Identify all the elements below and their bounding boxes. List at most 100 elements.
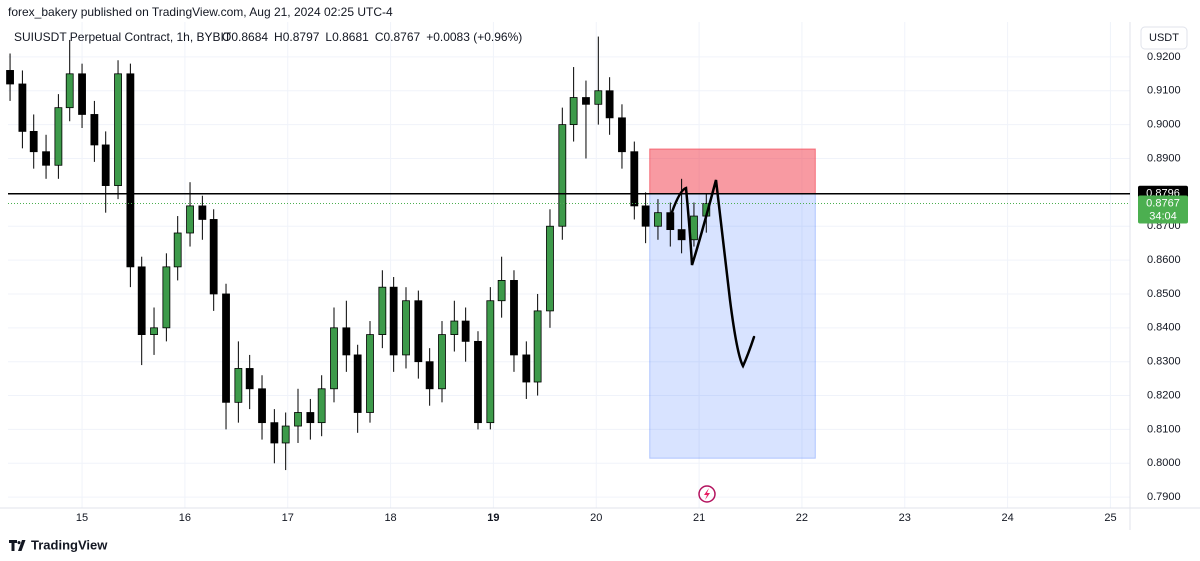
candle-body (294, 412, 302, 427)
y-tick-label: 0.9200 (1147, 51, 1181, 63)
brand-logo (9, 540, 26, 551)
candle-body (605, 90, 614, 119)
x-tick-label: 25 (1104, 512, 1116, 524)
candle-body (677, 229, 686, 241)
currency-label: USDT (1149, 32, 1179, 44)
candle-body (198, 205, 207, 220)
y-tick-label: 0.8000 (1147, 457, 1181, 469)
candle-body (137, 266, 146, 335)
candle-body (558, 124, 567, 227)
x-tick-label: 24 (1001, 512, 1013, 524)
price-tag (1138, 195, 1188, 224)
candle-body (522, 354, 531, 383)
y-tick-label: 0.8900 (1147, 152, 1181, 164)
brand: TradingView (31, 537, 108, 552)
candle-body (378, 286, 387, 335)
candle-body (90, 114, 99, 146)
candle-body (281, 425, 290, 444)
candle-body (114, 73, 122, 186)
candle-body (438, 334, 446, 390)
candle-body (78, 73, 86, 115)
y-tick-label: 0.8400 (1147, 322, 1181, 334)
x-tick-label: 18 (384, 512, 396, 524)
legend-value: +0.0083 (+0.96%) (426, 30, 522, 44)
candle-body (582, 97, 590, 105)
x-tick-label: 20 (590, 512, 602, 524)
candle-body (65, 73, 74, 109)
candle-body (569, 97, 578, 126)
stop-zone (649, 148, 816, 195)
candle-body (234, 368, 243, 403)
candle-body (450, 320, 459, 335)
candle-body (594, 90, 603, 105)
candle-body (353, 354, 362, 413)
x-tick-label: 23 (899, 512, 911, 524)
candle-body (533, 310, 542, 383)
candle-body (101, 144, 110, 186)
candle-body (258, 388, 266, 424)
hand-drawing (670, 179, 756, 369)
currency-button[interactable] (1140, 26, 1188, 50)
candle-body (474, 340, 482, 424)
candle-body (6, 70, 14, 85)
candle-body (270, 422, 279, 444)
header: forex_bakery published on TradingView.co… (8, 5, 393, 19)
candle-body (306, 412, 315, 424)
candle-body (42, 151, 50, 166)
candle-body (510, 280, 518, 356)
x-tick-label: 19 (487, 512, 499, 524)
candle-body (342, 327, 351, 356)
candle-body (317, 388, 326, 424)
candle-body (690, 215, 698, 241)
legend-value: O0.8684 (222, 30, 268, 44)
lightning-icon (698, 485, 716, 503)
candle-body (497, 280, 506, 302)
candle-body (461, 320, 470, 342)
y-tick-label: 0.7900 (1147, 491, 1181, 503)
candle-body (186, 205, 194, 234)
legend-value: L0.8681 (325, 30, 369, 44)
x-tick-label: 15 (76, 512, 88, 524)
x-tick-label: 21 (693, 512, 705, 524)
candle-body (425, 361, 434, 390)
candle-body (54, 107, 63, 166)
candle-body (414, 300, 423, 363)
x-tick-label: 17 (282, 512, 294, 524)
legend-value: H0.8797 (274, 30, 320, 44)
candle-body (654, 212, 662, 227)
candle-body (389, 286, 398, 356)
candle-body (366, 334, 374, 413)
candle-body (173, 232, 182, 268)
y-tick-label: 0.8600 (1147, 254, 1181, 266)
candle-body (546, 225, 554, 312)
price-tag-label: 0.8767 (1146, 197, 1180, 209)
x-tick-label: 22 (796, 512, 808, 524)
candle-body (150, 327, 158, 335)
candle-body (29, 130, 38, 153)
y-tick-label: 0.8200 (1147, 389, 1181, 401)
candle-body (209, 219, 218, 295)
countdown: 34:04 (1149, 210, 1177, 222)
candle-body (641, 205, 650, 227)
candle-body (126, 73, 135, 268)
ohlc-legend: O0.8684 H0.8797 L0.8681 C0.8767 +0.0083 (+0.… (222, 30, 522, 44)
candle-body (162, 266, 171, 329)
candle-body (18, 83, 27, 132)
hand-stroke (670, 179, 756, 369)
candle-body (618, 117, 626, 153)
candle-body (402, 300, 410, 356)
candle-body (330, 327, 338, 390)
legend-value: C0.8767 (375, 30, 421, 44)
y-tick-label: 0.9100 (1147, 85, 1181, 97)
candle-body (666, 212, 675, 231)
x-tick-label: 16 (179, 512, 191, 524)
y-tick-label: 0.8500 (1147, 288, 1181, 300)
candle-body (222, 293, 230, 403)
candle-body (245, 368, 254, 390)
candle-body (486, 300, 495, 424)
symbol-legend: SUIUSDT Perpetual Contract, 1h, BYBIT (14, 30, 232, 44)
y-tick-label: 0.9000 (1147, 119, 1181, 131)
candle-body (630, 151, 639, 207)
